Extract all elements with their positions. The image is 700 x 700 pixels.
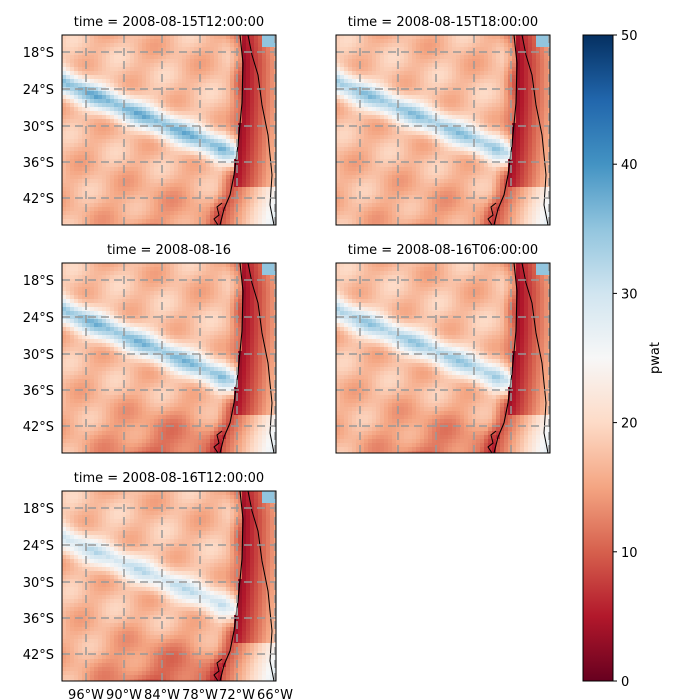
map-panel: time = 2008-08-15T18:00:00 <box>335 15 551 226</box>
panel-frame <box>61 262 277 454</box>
x-tick-label: 96°W <box>68 688 104 700</box>
x-tick-label: 84°W <box>144 688 180 700</box>
colorbar-tick-label: 40 <box>621 158 638 173</box>
panel-title: time = 2008-08-15T18:00:00 <box>348 15 538 30</box>
panel-frame <box>61 34 277 226</box>
gridlines <box>62 491 276 681</box>
panel-frame <box>335 34 551 226</box>
y-tick-label: 42°S <box>23 420 54 435</box>
border-line <box>213 202 223 225</box>
border-line <box>487 202 497 225</box>
panel-title: time = 2008-08-16 <box>107 243 231 258</box>
y-tick-label: 24°S <box>23 83 54 98</box>
heatmap-field <box>336 35 550 225</box>
map-panel: time = 2008-08-15T12:00:00 18°S 24°S 30°S 36… <box>23 15 277 226</box>
colorbar: 0 10 20 30 40 50 pwat <box>582 29 663 690</box>
panel-title: time = 2008-08-16T06:00:00 <box>348 243 538 258</box>
panel-frame <box>61 490 277 682</box>
colorbar-tick-label: 0 <box>621 675 629 690</box>
border-line <box>487 430 497 453</box>
y-tick-label: 18°S <box>23 46 54 61</box>
border-line <box>247 491 275 681</box>
y-tick-label: 42°S <box>23 192 54 207</box>
colorbar-tick-label: 30 <box>621 287 638 302</box>
y-tick-label: 36°S <box>23 384 54 399</box>
y-tick-label: 30°S <box>23 120 54 135</box>
colorbar-label: pwat <box>648 342 663 374</box>
panel-title: time = 2008-08-16T12:00:00 <box>74 471 264 486</box>
x-tick-label: 66°W <box>257 688 293 700</box>
border-line <box>213 430 223 453</box>
heatmap-field <box>62 263 276 453</box>
x-tick-label: 78°W <box>182 688 218 700</box>
x-tick-label: 90°W <box>106 688 142 700</box>
gridlines <box>62 263 276 453</box>
map-panel: time = 2008-08-16T12:00:00 18°S 24°S 30°S 36… <box>23 471 293 700</box>
map-panel: time = 2008-08-16 18°S 24°S 30°S 36°S 42°S <box>23 243 277 454</box>
y-tick-label: 24°S <box>23 539 54 554</box>
panel-frame <box>335 262 551 454</box>
heatmap-field <box>336 263 550 453</box>
colorbar-tick-label: 20 <box>621 417 638 432</box>
border-line <box>521 35 549 225</box>
y-tick-label: 18°S <box>23 502 54 517</box>
colorbar-tick-label: 10 <box>621 546 638 561</box>
border-line <box>521 263 549 453</box>
heatmap-field <box>62 491 276 681</box>
colorbar-tick-label: 50 <box>621 29 638 44</box>
heatmap-field <box>62 35 276 225</box>
border-line <box>247 35 275 225</box>
gridlines <box>336 35 550 225</box>
y-tick-label: 36°S <box>23 612 54 627</box>
x-tick-label: 72°W <box>219 688 255 700</box>
y-tick-label: 18°S <box>23 274 54 289</box>
gridlines <box>62 35 276 225</box>
panel-title: time = 2008-08-15T12:00:00 <box>74 15 264 30</box>
y-tick-label: 42°S <box>23 648 54 663</box>
y-tick-label: 24°S <box>23 311 54 326</box>
border-line <box>247 263 275 453</box>
colorbar-gradient <box>582 34 614 682</box>
y-tick-label: 30°S <box>23 576 54 591</box>
border-line <box>213 658 223 681</box>
gridlines <box>336 263 550 453</box>
y-tick-label: 30°S <box>23 348 54 363</box>
map-panel: time = 2008-08-16T06:00:00 <box>335 243 551 454</box>
y-tick-label: 36°S <box>23 156 54 171</box>
